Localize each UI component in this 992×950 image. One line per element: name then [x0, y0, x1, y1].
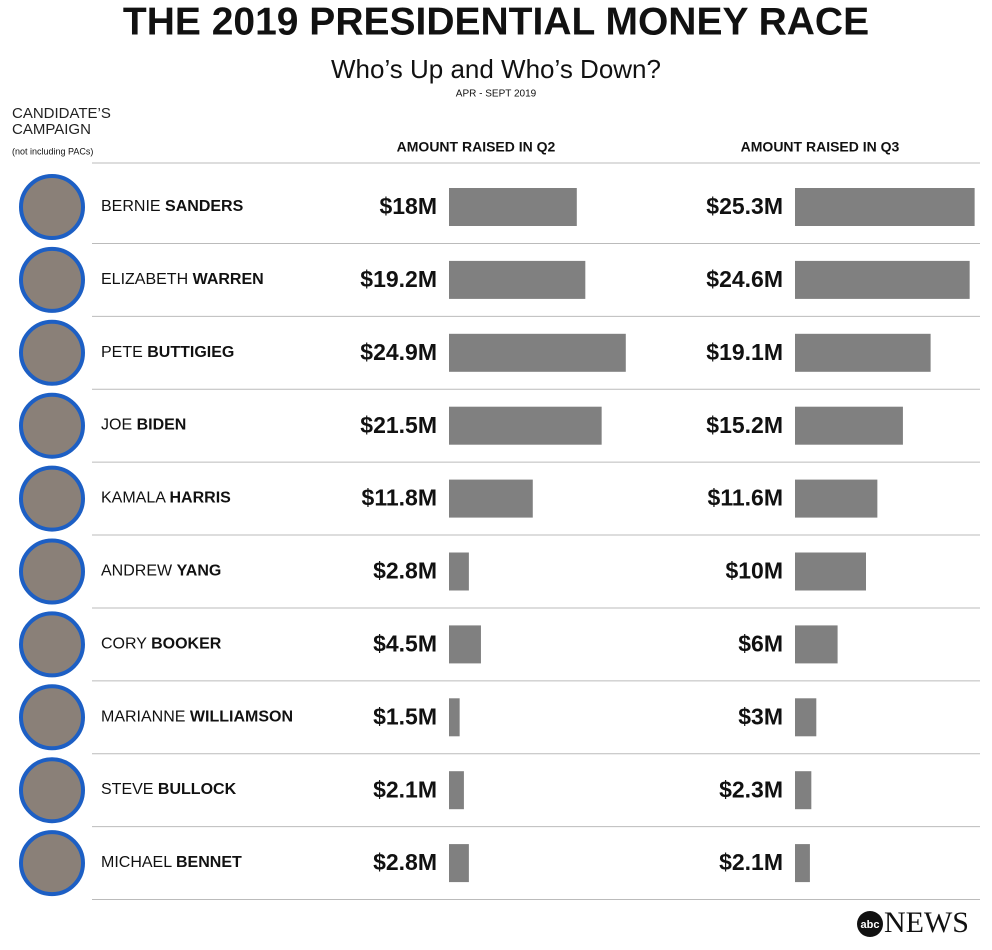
- logo-circle: [857, 911, 883, 937]
- bar: [449, 698, 460, 737]
- candidate-name: ELIZABETH WARREN: [101, 271, 264, 288]
- photo-placeholder: [19, 611, 85, 678]
- bar: [449, 552, 469, 591]
- bar: [795, 188, 975, 226]
- logo-word: NEWS: [884, 906, 969, 939]
- photo-placeholder: [19, 684, 85, 751]
- value-label: $6M: [738, 630, 783, 656]
- bar: [795, 844, 810, 883]
- value-label: $19.1M: [706, 339, 783, 365]
- first-name: PETE: [101, 344, 143, 361]
- bar: [795, 552, 866, 591]
- last-name: HARRIS: [169, 490, 231, 507]
- bar: [795, 260, 970, 299]
- photo-placeholder: [19, 465, 85, 532]
- value-label: $18M: [379, 193, 437, 219]
- value-label: $4.5M: [373, 630, 437, 656]
- value-label: $1.5M: [373, 703, 437, 729]
- first-name: ANDREW: [101, 563, 173, 580]
- date-range: APR - SEPT 2019: [456, 89, 537, 100]
- last-name: BULLOCK: [158, 781, 237, 798]
- value-label: $3M: [738, 703, 783, 729]
- photo-placeholder: [19, 174, 85, 240]
- first-name: JOE: [101, 417, 132, 434]
- bar: [449, 260, 586, 299]
- first-name: ELIZABETH: [101, 271, 188, 288]
- last-name: WILLIAMSON: [190, 709, 293, 726]
- bar: [795, 479, 878, 518]
- candidate-name: MICHAEL BENNET: [101, 854, 242, 871]
- value-label: $2.8M: [373, 849, 437, 875]
- first-name: STEVE: [101, 781, 153, 798]
- candidate-name: PETE BUTTIGIEG: [101, 344, 234, 361]
- last-name: BENNET: [176, 854, 242, 871]
- value-label: $15.2M: [706, 412, 783, 438]
- last-name: BUTTIGIEG: [147, 344, 234, 361]
- value-label: $10M: [725, 558, 783, 584]
- value-label: $24.6M: [706, 266, 783, 292]
- candidate-name: JOE BIDEN: [101, 417, 186, 434]
- bar: [449, 333, 626, 372]
- bar: [449, 188, 577, 226]
- photo-placeholder: [19, 757, 85, 824]
- bar: [795, 698, 817, 737]
- last-name: BOOKER: [151, 636, 222, 653]
- bar: [449, 406, 602, 445]
- bar: [449, 625, 481, 664]
- category-note: (not including PACs): [12, 146, 93, 156]
- photo-placeholder: [19, 319, 85, 386]
- logo-mark: abc: [861, 919, 880, 931]
- first-name: KAMALA: [101, 490, 166, 507]
- value-label: $11.6M: [708, 485, 783, 511]
- bar: [795, 771, 812, 810]
- candidate-name: ANDREW YANG: [101, 563, 221, 580]
- column-header: AMOUNT RAISED IN Q3: [741, 139, 900, 155]
- candidate-name: STEVE BULLOCK: [101, 781, 237, 798]
- photo-placeholder: [19, 830, 85, 897]
- value-label: $25.3M: [706, 193, 783, 219]
- bar: [795, 625, 838, 664]
- value-label: $2.1M: [719, 849, 783, 875]
- bar: [449, 771, 464, 810]
- photo-placeholder: [19, 246, 85, 313]
- last-name: YANG: [177, 563, 222, 580]
- first-name: MICHAEL: [101, 854, 172, 871]
- first-name: BERNIE: [101, 198, 161, 215]
- value-label: $2.8M: [373, 558, 437, 584]
- subtitle: Who’s Up and Who’s Down?: [331, 54, 661, 84]
- bar: [795, 406, 903, 445]
- category-header: CANDIDATE’S CAMPAIGN: [12, 106, 111, 138]
- value-label: $2.1M: [373, 776, 437, 802]
- photo-placeholder: [19, 392, 85, 459]
- last-name: BIDEN: [137, 417, 187, 434]
- candidate-name: CORY BOOKER: [101, 636, 222, 653]
- candidate-name: MARIANNE WILLIAMSON: [101, 709, 293, 726]
- last-name: SANDERS: [165, 198, 244, 215]
- category-header-box: CANDIDATE’S CAMPAIGN: [12, 106, 111, 138]
- first-name: CORY: [101, 636, 147, 653]
- bar: [449, 479, 533, 518]
- bar: [795, 333, 931, 372]
- value-label: $2.3M: [719, 776, 783, 802]
- column-header: AMOUNT RAISED IN Q2: [397, 139, 556, 155]
- title: THE 2019 PRESIDENTIAL MONEY RACE: [123, 0, 869, 43]
- first-name: MARIANNE: [101, 709, 185, 726]
- bar: [449, 844, 469, 883]
- photo-placeholder: [19, 538, 85, 605]
- candidate-name: BERNIE SANDERS: [101, 198, 244, 215]
- value-label: $21.5M: [360, 412, 437, 438]
- candidate-name: KAMALA HARRIS: [101, 490, 231, 507]
- value-label: $11.8M: [362, 485, 437, 511]
- value-label: $24.9M: [360, 339, 437, 365]
- last-name: WARREN: [193, 271, 264, 288]
- value-label: $19.2M: [360, 266, 437, 292]
